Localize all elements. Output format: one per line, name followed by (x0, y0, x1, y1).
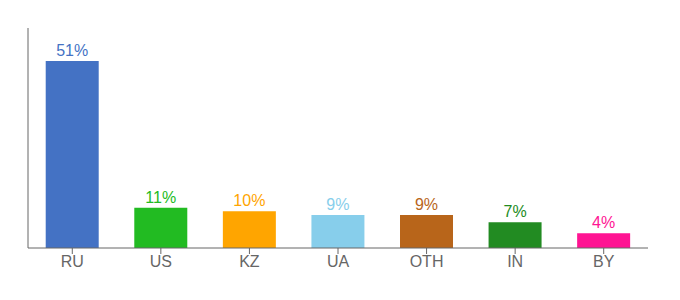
svg-text:10%: 10% (233, 192, 265, 209)
svg-text:US: US (150, 253, 172, 270)
svg-text:RU: RU (61, 253, 84, 270)
svg-text:BY: BY (593, 253, 615, 270)
svg-text:4%: 4% (592, 214, 615, 231)
svg-text:OTH: OTH (410, 253, 444, 270)
svg-text:KZ: KZ (239, 253, 260, 270)
svg-text:51%: 51% (56, 42, 88, 59)
svg-text:9%: 9% (326, 196, 349, 213)
svg-text:9%: 9% (415, 196, 438, 213)
svg-text:11%: 11% (145, 189, 176, 206)
svg-text:7%: 7% (504, 203, 527, 220)
svg-text:UA: UA (327, 253, 350, 270)
svg-text:IN: IN (507, 253, 523, 270)
